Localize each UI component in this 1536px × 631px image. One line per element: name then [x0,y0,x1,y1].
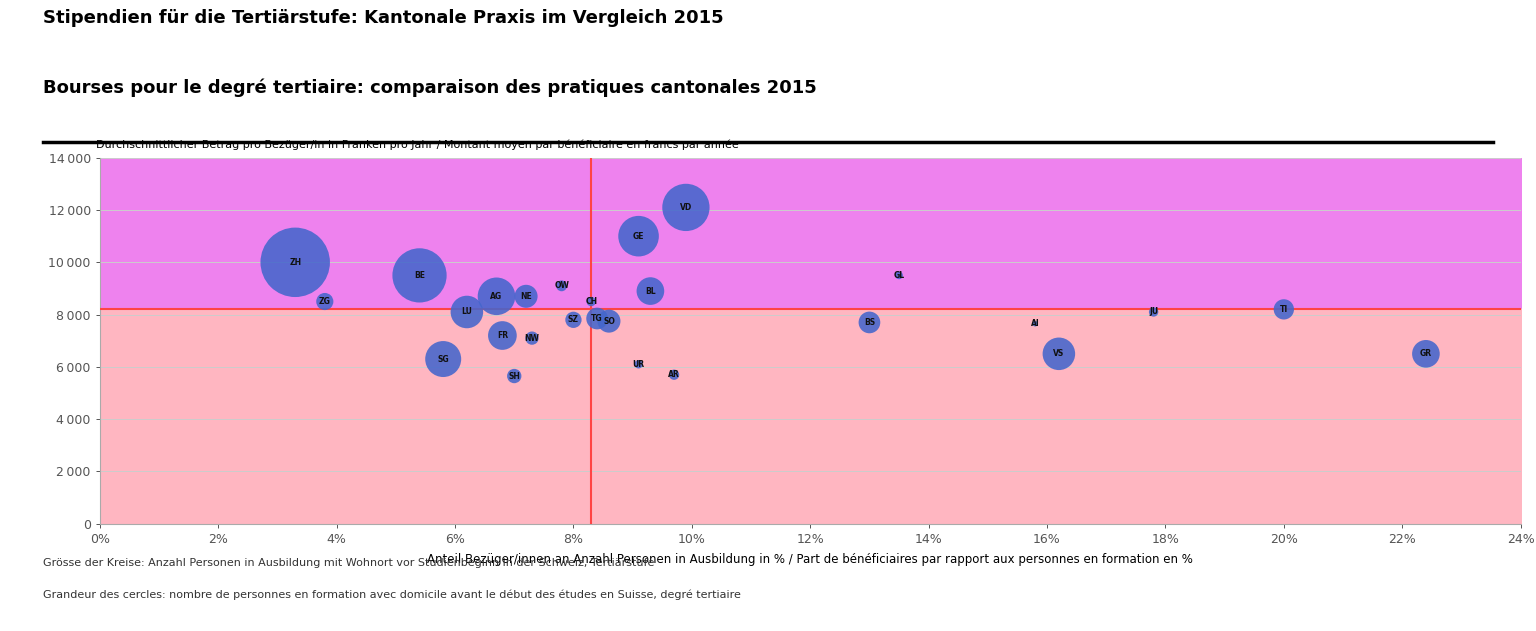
Text: UR: UR [633,360,645,369]
Point [1046,349,1071,359]
Text: TI: TI [1279,305,1289,314]
Text: CH: CH [585,297,598,306]
X-axis label: Anteil Bezüger/innen an Anzahl Personen in Ausbildung in % / Part de bénéficiair: Anteil Bezüger/innen an Anzahl Personen … [427,553,1193,566]
Text: GR: GR [1419,350,1432,358]
Point [484,292,508,302]
Text: GE: GE [633,232,644,240]
Text: BE: BE [415,271,425,280]
Point [561,315,585,325]
Text: BS: BS [863,318,876,327]
Text: SG: SG [438,355,449,363]
Point [627,359,651,369]
Text: SO: SO [604,317,614,326]
Point [596,316,621,326]
Text: Bourses pour le degré tertiaire: comparaison des pratiques cantonales 2015: Bourses pour le degré tertiaire: compara… [43,79,817,97]
Text: AR: AR [668,370,680,379]
Text: AI: AI [1031,319,1040,328]
Point [407,270,432,280]
Point [455,307,479,317]
Point [1272,304,1296,314]
Point [579,297,604,307]
Text: Grösse der Kreise: Anzahl Personen in Ausbildung mit Wohnort vor Studienbeginn i: Grösse der Kreise: Anzahl Personen in Au… [43,558,654,569]
Point [513,292,538,302]
Point [585,314,610,324]
Point [627,231,651,241]
Text: JU: JU [1149,307,1158,317]
Text: NW: NW [525,334,539,343]
Text: SH: SH [508,372,521,380]
Point [312,297,336,307]
Text: ZG: ZG [319,297,330,306]
Text: ZH: ZH [289,258,301,267]
Point [502,371,527,381]
Text: Stipendien für die Tertiärstufe: Kantonale Praxis im Vergleich 2015: Stipendien für die Tertiärstufe: Kantona… [43,9,723,28]
Point [674,203,699,213]
Text: Grandeur des cercles: nombre de personnes en formation avec domicile avant le dé: Grandeur des cercles: nombre de personne… [43,590,740,601]
Text: SZ: SZ [568,316,579,324]
Point [490,331,515,341]
Text: VD: VD [680,203,693,212]
Point [886,270,911,280]
Point [1141,307,1166,317]
Text: BL: BL [645,286,656,295]
Text: LU: LU [461,307,472,317]
Point [1413,349,1438,359]
Point [857,317,882,327]
Point [519,333,544,343]
Point [550,281,574,291]
Point [283,257,307,268]
Text: Durchschnittlicher Betrag pro Bezüger/in in Franken pro Jahr / Montant moyen par: Durchschnittlicher Betrag pro Bezüger/in… [95,140,739,150]
Text: AG: AG [490,292,502,301]
Point [637,286,662,296]
Text: GL: GL [894,271,905,280]
Point [662,370,687,380]
Text: TG: TG [591,314,604,323]
Text: VS: VS [1054,350,1064,358]
Text: NE: NE [521,292,531,301]
Text: OW: OW [554,281,568,290]
Point [1023,319,1048,329]
Point [432,354,456,364]
Text: FR: FR [496,331,508,340]
